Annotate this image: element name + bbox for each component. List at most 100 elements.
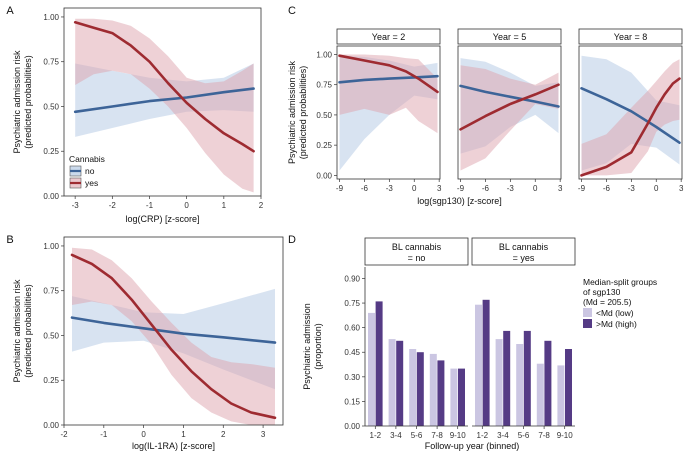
strip-box	[364, 237, 469, 266]
x-tick-label: -3	[507, 184, 515, 193]
series-line-yes	[338, 54, 439, 94]
y-axis-label-b: Psychiatric admission risk (predicted pro…	[12, 279, 33, 383]
panel-border	[457, 45, 562, 180]
x-tick-label: 0	[184, 201, 189, 210]
bar-high-9-10	[565, 349, 572, 426]
x-tick-label: -6	[482, 184, 490, 193]
legend-title-line: Median-split groups	[583, 277, 657, 287]
strip-label-line: BL cannabis	[392, 242, 442, 252]
x-tick-label: 3	[437, 184, 442, 193]
x-axis-label-b: log(IL-1RA) [z-score]	[132, 441, 215, 451]
y-tick-label: 0.75	[316, 81, 332, 90]
bar-low-1-2	[475, 304, 482, 426]
bar-high-1-2	[375, 301, 383, 426]
legend-entry-yes: yes	[85, 178, 98, 188]
x-tick-label: -6	[361, 184, 369, 193]
x-tick-label: 3-4	[390, 431, 402, 440]
series-line-no	[70, 316, 277, 344]
x-tick-label: 2	[221, 430, 226, 439]
x-tick-label: -9	[578, 184, 586, 193]
panel-c-facet-2: -9 -6 -3 0 3	[457, 45, 563, 193]
x-tick-label: 0	[654, 184, 659, 193]
legend-entry-low: <Md (low)	[596, 308, 634, 318]
y-tick-label: 0.75	[344, 299, 360, 308]
facet-strip-c-3: Year = 8	[578, 28, 683, 45]
y-tick-label: 0.30	[344, 373, 360, 382]
y-axis-label-c: Psychiatric admission risk (predicted pro…	[287, 60, 308, 164]
y-tick-label: 0.60	[344, 324, 360, 333]
strip-label-line: = no	[408, 253, 426, 263]
y-tick-label: 1.00	[43, 13, 59, 22]
y-tick-label: 0.75	[43, 287, 59, 296]
panel-letter-d: D	[288, 234, 296, 246]
y-tick-label: 0.50	[43, 102, 59, 111]
x-tick-label: 0	[533, 184, 538, 193]
x-tick-label: 5-6	[518, 431, 530, 440]
x-tick-label: 3-4	[497, 431, 509, 440]
bar-high-7-8	[544, 340, 552, 426]
y-tick-label: 0.00	[316, 171, 332, 180]
x-tick-label: -2	[109, 201, 117, 210]
y-tick-label: 0.45	[344, 348, 360, 357]
x-tick-label: 1	[222, 201, 227, 210]
strip-label-line: = yes	[513, 253, 535, 263]
bar-high-7-8	[437, 360, 445, 426]
x-tick-label: 1-2	[477, 431, 489, 440]
bar-low-3-4	[495, 339, 503, 426]
y-axis-label-line: (proportion)	[313, 323, 323, 370]
x-tick-label: 9-10	[557, 431, 574, 440]
panel-a: 0.00 0.25 0.50 0.75 1.00 -3 -2 -1 0 1 2	[43, 7, 264, 210]
bar-low-7-8	[429, 353, 437, 426]
x-tick-label: 9-10	[450, 431, 467, 440]
bar-high-5-6	[416, 352, 424, 426]
panel-letter-c: C	[288, 5, 296, 17]
series-line-yes	[459, 83, 560, 131]
panel-c-facet-3: -9 -6 -3 0 3	[578, 45, 684, 193]
y-tick-label: 1.00	[43, 242, 59, 251]
y-tick-label: 0.50	[316, 111, 332, 120]
panel-border	[578, 45, 683, 180]
strip-box	[336, 28, 441, 45]
x-tick-label: -2	[60, 430, 68, 439]
x-axis-label-d: Follow-up year (binned)	[425, 441, 520, 451]
panel-border	[63, 236, 284, 426]
x-tick-label: 2	[259, 201, 264, 210]
x-tick-label: 7-8	[538, 431, 550, 440]
y-tick-label: 0.15	[344, 397, 360, 406]
y-axis-label-line: Psychiatric admission risk	[287, 60, 297, 164]
y-axis-label-line: (predicted probabilities)	[23, 284, 33, 378]
bar-high-3-4	[396, 340, 404, 426]
bar-low-7-8	[536, 363, 544, 426]
x-tick-label: 3	[679, 184, 684, 193]
series-line-yes	[73, 20, 255, 153]
y-tick-label: 0.25	[316, 141, 332, 150]
legend-cannabis: Cannabis no yes	[69, 154, 105, 189]
x-tick-label: 3	[261, 430, 266, 439]
legend-title: Cannabis	[69, 154, 105, 164]
bar-high-1-2	[482, 299, 490, 426]
x-axis-label-a: log(CRP) [z-score]	[125, 214, 199, 224]
legend-key-low	[583, 308, 592, 317]
y-axis-label-line: Psychiatric admission risk	[12, 279, 22, 383]
x-tick-label: 1	[181, 430, 186, 439]
legend-entry-high: >Md (high)	[596, 319, 637, 329]
y-tick-label: 0.75	[43, 58, 59, 67]
y-axis-label-line: Psychiatric admission risk	[12, 50, 22, 154]
bar-low-1-2	[368, 312, 375, 426]
x-tick-label: -9	[457, 184, 465, 193]
bar-low-9-10	[557, 365, 565, 426]
ci-ribbon-yes	[581, 59, 680, 176]
x-tick-label: 5-6	[411, 431, 423, 440]
x-tick-label: 1-2	[370, 431, 382, 440]
x-tick-label: -3	[72, 201, 80, 210]
panel-d-facet-2: 1-2 3-4 5-6 7-8 9-10	[472, 299, 575, 440]
y-tick-label: 0.00	[344, 422, 360, 431]
legend-entry-no: no	[85, 166, 95, 176]
series-line-no	[580, 87, 681, 144]
facet-strip-c-1: Year = 2	[336, 28, 441, 45]
strip-label: Year = 2	[372, 32, 405, 42]
bar-low-5-6	[516, 344, 524, 426]
panel-d-facet-1: 1-2 3-4 5-6 7-8 9-10 0.00 0.15 0.30 0.45 0.60 0.75…	[344, 267, 468, 440]
panel-border	[336, 45, 441, 180]
